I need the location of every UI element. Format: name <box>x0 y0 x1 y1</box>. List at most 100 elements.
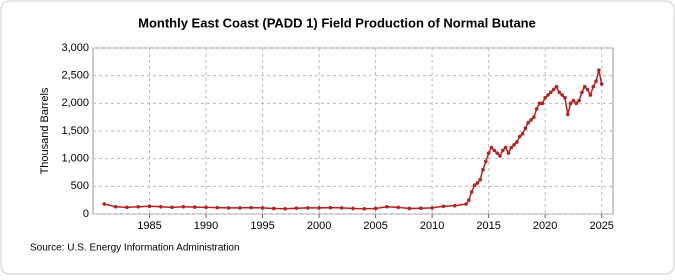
data-point <box>469 190 474 194</box>
data-point <box>574 101 579 106</box>
data-point <box>512 143 516 147</box>
data-point <box>532 115 536 119</box>
data-point <box>577 98 581 103</box>
data-point <box>204 205 208 210</box>
y-tick-label: 2,500 <box>61 70 89 82</box>
data-point <box>543 96 547 100</box>
data-point <box>594 79 598 83</box>
data-point <box>484 159 488 164</box>
y-tick-label: 2,000 <box>61 97 89 109</box>
data-point <box>362 206 367 211</box>
data-point <box>529 118 533 122</box>
data-point <box>580 90 584 95</box>
data-point <box>492 148 497 153</box>
data-point <box>328 205 333 210</box>
data-point <box>385 205 389 209</box>
data-point <box>125 205 129 210</box>
x-tick-label: 2010 <box>420 220 444 232</box>
y-tick-label: 500 <box>71 180 89 192</box>
data-point <box>464 202 468 206</box>
data-point <box>585 87 590 92</box>
data-point <box>551 87 556 92</box>
data-point <box>520 131 525 136</box>
data-point <box>407 206 412 211</box>
data-point <box>170 205 174 210</box>
data-point <box>582 84 587 89</box>
data-point <box>192 205 197 209</box>
y-tick-label: 0 <box>83 208 89 220</box>
data-point <box>238 206 242 210</box>
x-tick-label: 1990 <box>194 220 218 232</box>
data-point <box>475 181 480 185</box>
data-point <box>294 206 299 210</box>
data-point <box>546 93 550 97</box>
data-point <box>597 68 601 72</box>
data-point <box>498 154 502 158</box>
source: Source: U.S. Energy Information Administ… <box>30 243 240 254</box>
data-point <box>500 148 505 153</box>
data-point <box>506 151 511 155</box>
data-point <box>478 177 482 182</box>
x-tick-label: 2000 <box>307 220 331 232</box>
data-point <box>503 145 508 150</box>
data-point <box>588 93 593 97</box>
chart-title: Monthly East Coast (PADD 1) Field Produc… <box>138 15 536 30</box>
data-point <box>495 151 499 155</box>
data-point <box>136 205 141 209</box>
data-point <box>472 183 477 188</box>
x-tick-label: 2015 <box>476 220 500 232</box>
data-point <box>517 134 522 139</box>
data-point <box>351 206 355 211</box>
data-point <box>523 126 528 131</box>
x-tick-label: 1995 <box>250 220 274 232</box>
data-point <box>249 205 254 210</box>
data-point <box>419 206 423 210</box>
data-point <box>430 206 434 210</box>
data-point <box>489 145 494 150</box>
y-tick-label: 1,000 <box>61 153 89 165</box>
data-point <box>557 90 562 95</box>
data-point <box>147 204 152 209</box>
data-point <box>481 167 485 172</box>
data-point <box>260 206 265 210</box>
data-point <box>467 198 471 202</box>
data-point <box>537 101 542 106</box>
x-tick-label: 1985 <box>137 220 161 232</box>
x-tick-label: 2020 <box>533 220 557 232</box>
data-point <box>102 202 107 206</box>
x-tick-label: 2005 <box>363 220 387 232</box>
data-point <box>549 90 553 95</box>
x-tick-label: 2025 <box>589 220 613 232</box>
data-point <box>396 205 401 210</box>
data-point <box>563 96 567 100</box>
data-point <box>339 206 344 210</box>
data-point <box>283 206 287 211</box>
data-point <box>591 84 596 89</box>
data-point <box>599 82 604 86</box>
data-point <box>540 101 545 106</box>
data-point <box>526 120 531 125</box>
y-tick-label: 1,500 <box>61 125 89 137</box>
data-point <box>215 205 220 210</box>
data-point <box>317 206 321 210</box>
data-point <box>571 98 576 103</box>
data-point <box>554 84 559 89</box>
y-axis-label: Thousand Barrels <box>39 87 51 174</box>
data-point <box>226 206 231 210</box>
data-point <box>568 101 573 106</box>
data-point <box>509 145 514 150</box>
data-point <box>113 205 118 209</box>
data-point <box>181 205 186 209</box>
data-point <box>441 204 446 209</box>
data-point <box>305 206 310 210</box>
data-point <box>560 93 564 97</box>
data-point <box>486 151 491 155</box>
data-point <box>534 107 539 111</box>
data-point <box>272 206 276 211</box>
data-point <box>452 203 457 208</box>
y-tick-label: 3,000 <box>61 42 89 54</box>
data-point <box>565 112 570 117</box>
data-point <box>159 205 163 209</box>
data-point <box>515 140 519 144</box>
